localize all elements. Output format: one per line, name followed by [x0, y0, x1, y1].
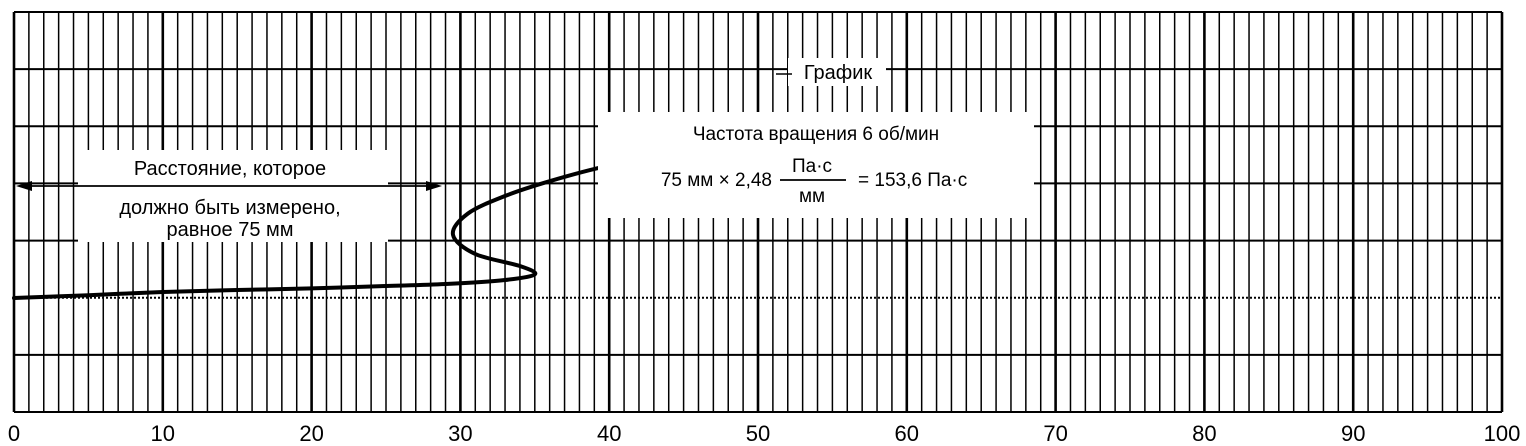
x-axis-tick-labels: 0 10 20 30 40 50 60 70 80 90 100 [8, 421, 1520, 446]
curve-label-box [788, 58, 886, 86]
x-tick-label: 60 [895, 421, 919, 446]
speed-text: Частота вращения 6 об/мин [693, 124, 939, 145]
calculation-note: Частота вращения 6 об/мин 75 мм × 2,48 П… [598, 112, 1034, 218]
distance-label-box [78, 150, 388, 242]
formula-right: = 153,6 Па·с [858, 170, 967, 191]
x-tick-label: 30 [448, 421, 472, 446]
formula-denominator: мм [799, 186, 825, 207]
x-tick-label: 20 [299, 421, 323, 446]
x-tick-label: 100 [1484, 421, 1521, 446]
x-tick-label: 10 [151, 421, 175, 446]
x-tick-label: 50 [746, 421, 770, 446]
distance-label-line1: Расстояние, которое [134, 158, 326, 180]
curve-label-group: График [776, 58, 886, 86]
formula-left: 75 мм × 2,48 [661, 170, 772, 191]
distance-annotation: Расстояние, которое должно быть измерено… [16, 150, 442, 242]
x-tick-label: 0 [8, 421, 20, 446]
arrow-left-icon [16, 181, 32, 191]
x-tick-label: 40 [597, 421, 621, 446]
distance-label-line2: должно быть измерено, [119, 197, 340, 219]
x-tick-label: 90 [1341, 421, 1365, 446]
x-tick-label: 70 [1043, 421, 1067, 446]
arrow-right-icon [426, 181, 442, 191]
calculation-box [598, 112, 1034, 218]
curve-label: График [804, 62, 873, 84]
formula-numerator: Па·с [792, 156, 832, 177]
distance-label-line3: равное 75 мм [166, 219, 293, 241]
x-tick-label: 80 [1192, 421, 1216, 446]
